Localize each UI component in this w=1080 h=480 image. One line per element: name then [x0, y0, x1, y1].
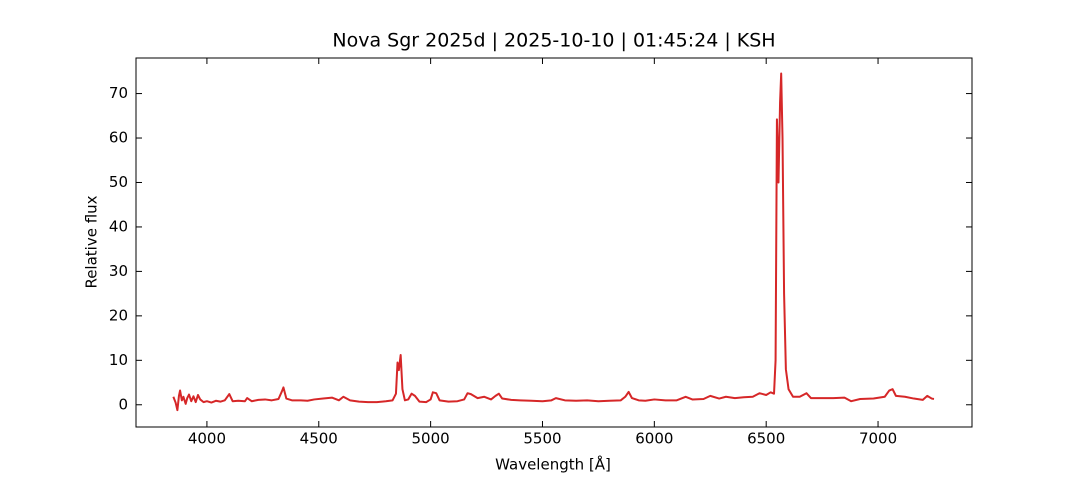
y-tick-label: 50 [109, 173, 128, 191]
x-tick-label: 6500 [747, 430, 785, 448]
y-tick-label: 0 [118, 395, 128, 413]
plot-frame [135, 57, 973, 428]
x-tick-label: 7000 [859, 430, 897, 448]
x-axis-label: Wavelength [Å] [495, 455, 611, 474]
y-tick-label: 70 [109, 84, 128, 102]
y-axis-label: Relative flux [83, 195, 101, 288]
x-tick-label: 4500 [300, 430, 338, 448]
x-tick-label: 4000 [188, 430, 226, 448]
y-tick-label: 60 [109, 129, 128, 147]
y-tick-label: 20 [109, 306, 128, 324]
x-tick-label: 6000 [635, 430, 673, 448]
y-tick-label: 10 [109, 351, 128, 369]
y-tick-label: 30 [109, 262, 128, 280]
chart-title: Nova Sgr 2025d | 2025-10-10 | 01:45:24 |… [332, 30, 775, 52]
y-tick-label: 40 [109, 217, 128, 235]
spectrum-line [172, 72, 935, 412]
x-tick-label: 5500 [523, 430, 561, 448]
x-tick-label: 5000 [412, 430, 450, 448]
